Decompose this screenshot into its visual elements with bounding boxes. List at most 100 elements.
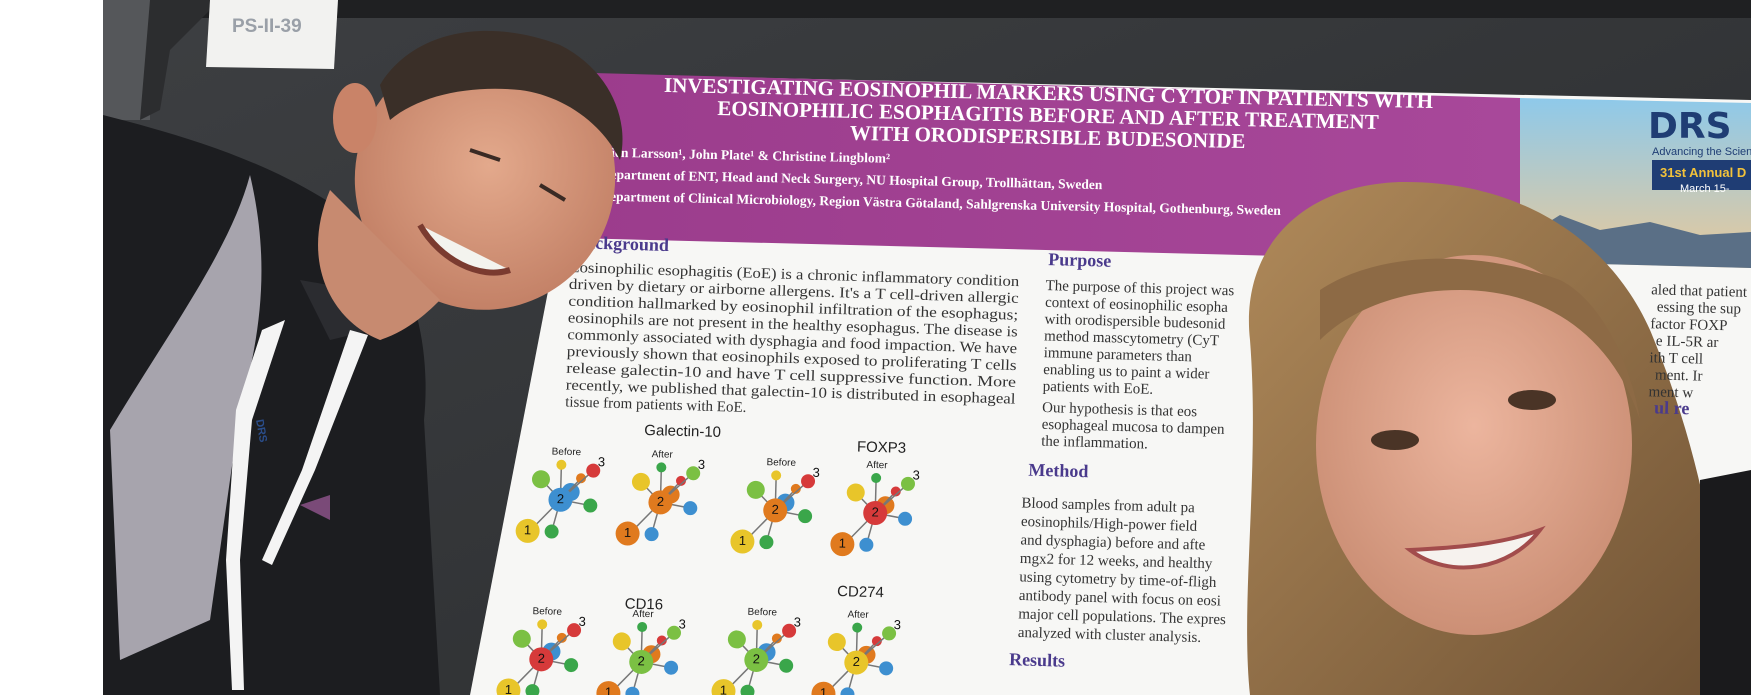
face: [1316, 255, 1632, 635]
figure-sublabel: Before: [552, 447, 582, 459]
board-frame: [103, 0, 150, 120]
network-node: [596, 681, 621, 695]
figure-title: FOXP3: [857, 439, 907, 457]
board-label: PS-II-39: [232, 16, 302, 37]
node-label: 1: [739, 533, 747, 548]
network-node: [727, 630, 746, 649]
network-node: [548, 487, 573, 512]
lanyard: [226, 320, 285, 690]
body-text: with orodispersible budesonid: [1044, 312, 1226, 333]
network-node: [752, 619, 763, 630]
body-text: esophageal mucosa to dampen: [1041, 417, 1225, 438]
body-text-fragment: ment. Ir: [1655, 367, 1703, 384]
smile: [417, 223, 511, 276]
network-node: [730, 529, 755, 554]
network-node: [683, 501, 698, 516]
network-node: [827, 633, 846, 652]
network-node: [744, 647, 769, 672]
node-label: 2: [657, 494, 665, 509]
body-text: the inflammation.: [1041, 434, 1148, 453]
node-label: 3: [698, 457, 706, 472]
figure-title: CD274: [837, 583, 884, 601]
shirt: [110, 175, 262, 660]
network-node: [537, 619, 548, 630]
section-heading: Method: [1028, 460, 1089, 482]
node-label: 3: [794, 614, 802, 629]
network-node: [759, 535, 774, 550]
network-node: [711, 679, 736, 695]
logo-meeting: 31st Annual D: [1660, 165, 1746, 180]
node-label: 2: [853, 654, 861, 669]
network-node: [544, 524, 559, 539]
network-node: [846, 483, 865, 502]
figure-title: CD16: [625, 595, 664, 613]
network-node: [801, 474, 816, 489]
network-node: [900, 476, 915, 491]
logo-date: March 15-: [1680, 183, 1730, 195]
network-node: [798, 509, 813, 524]
smile: [1404, 525, 1546, 570]
node-label: 1: [624, 525, 632, 540]
pocket-square: [300, 495, 330, 520]
node-label: 3: [678, 616, 686, 631]
board-frame: [140, 0, 220, 120]
network-node: [667, 625, 682, 640]
label-card: [206, 0, 338, 69]
body-text: antibody panel with focus on eosi: [1019, 588, 1221, 610]
eye: [1508, 390, 1556, 410]
network-node: [583, 498, 598, 513]
section-heading: Purpose: [1048, 249, 1112, 271]
network-node: [515, 518, 540, 543]
node-label: 2: [753, 651, 761, 666]
network-node: [844, 650, 869, 675]
wall-top: [103, 0, 1751, 18]
figure-sublabel: Before: [766, 457, 796, 469]
network-node: [556, 632, 567, 643]
node-label: 2: [557, 491, 565, 506]
node-label: 3: [812, 465, 820, 480]
figure-sublabel: Before: [532, 606, 562, 618]
network-node: [746, 480, 765, 499]
network-node: [567, 623, 582, 638]
network-node: [790, 483, 801, 494]
network-node: [898, 511, 913, 526]
node-label: 1: [820, 685, 828, 695]
network-node: [771, 633, 782, 644]
node-label: 3: [912, 467, 920, 482]
body-text: patients with EoE.: [1043, 379, 1154, 398]
network-node: [890, 486, 901, 497]
section-heading: Results: [1009, 649, 1066, 671]
body-text: immune parameters than: [1043, 345, 1192, 365]
body-text: eosinophils/High-power field: [1021, 514, 1198, 535]
network-node: [686, 466, 701, 481]
figure-sublabel: After: [632, 609, 654, 621]
network-node: [531, 470, 550, 489]
network-node: [496, 678, 521, 695]
network-node: [763, 498, 788, 523]
figure: Galectin-10 Before 2 1 3 After 2 1 3 FOXP3 Before 2…: [496, 422, 920, 695]
body-text: context of eosinophilic esopha: [1045, 295, 1229, 316]
node-label: 2: [637, 653, 645, 668]
network-node: [586, 463, 601, 478]
person-left: [103, 30, 623, 695]
network-node: [811, 681, 836, 695]
body-text: The purpose of this project was: [1045, 278, 1234, 299]
network-node: [871, 636, 882, 647]
network-node: [631, 472, 650, 491]
shoulder: [1700, 470, 1751, 695]
face: [354, 46, 616, 310]
neck: [318, 190, 440, 340]
network-node: [664, 660, 679, 675]
ear: [333, 83, 377, 153]
network-node: [771, 470, 782, 481]
logo-tagline: Advancing the Scien: [1652, 146, 1751, 158]
body-text: enabling us to paint a wider: [1043, 362, 1210, 383]
body-text: and dysphagia) before and afte: [1020, 532, 1206, 553]
node-label: 2: [771, 502, 779, 517]
body-text: mgx2 for 12 weeks, and healthy: [1020, 551, 1213, 572]
figure-title: Galectin-10: [644, 422, 721, 441]
